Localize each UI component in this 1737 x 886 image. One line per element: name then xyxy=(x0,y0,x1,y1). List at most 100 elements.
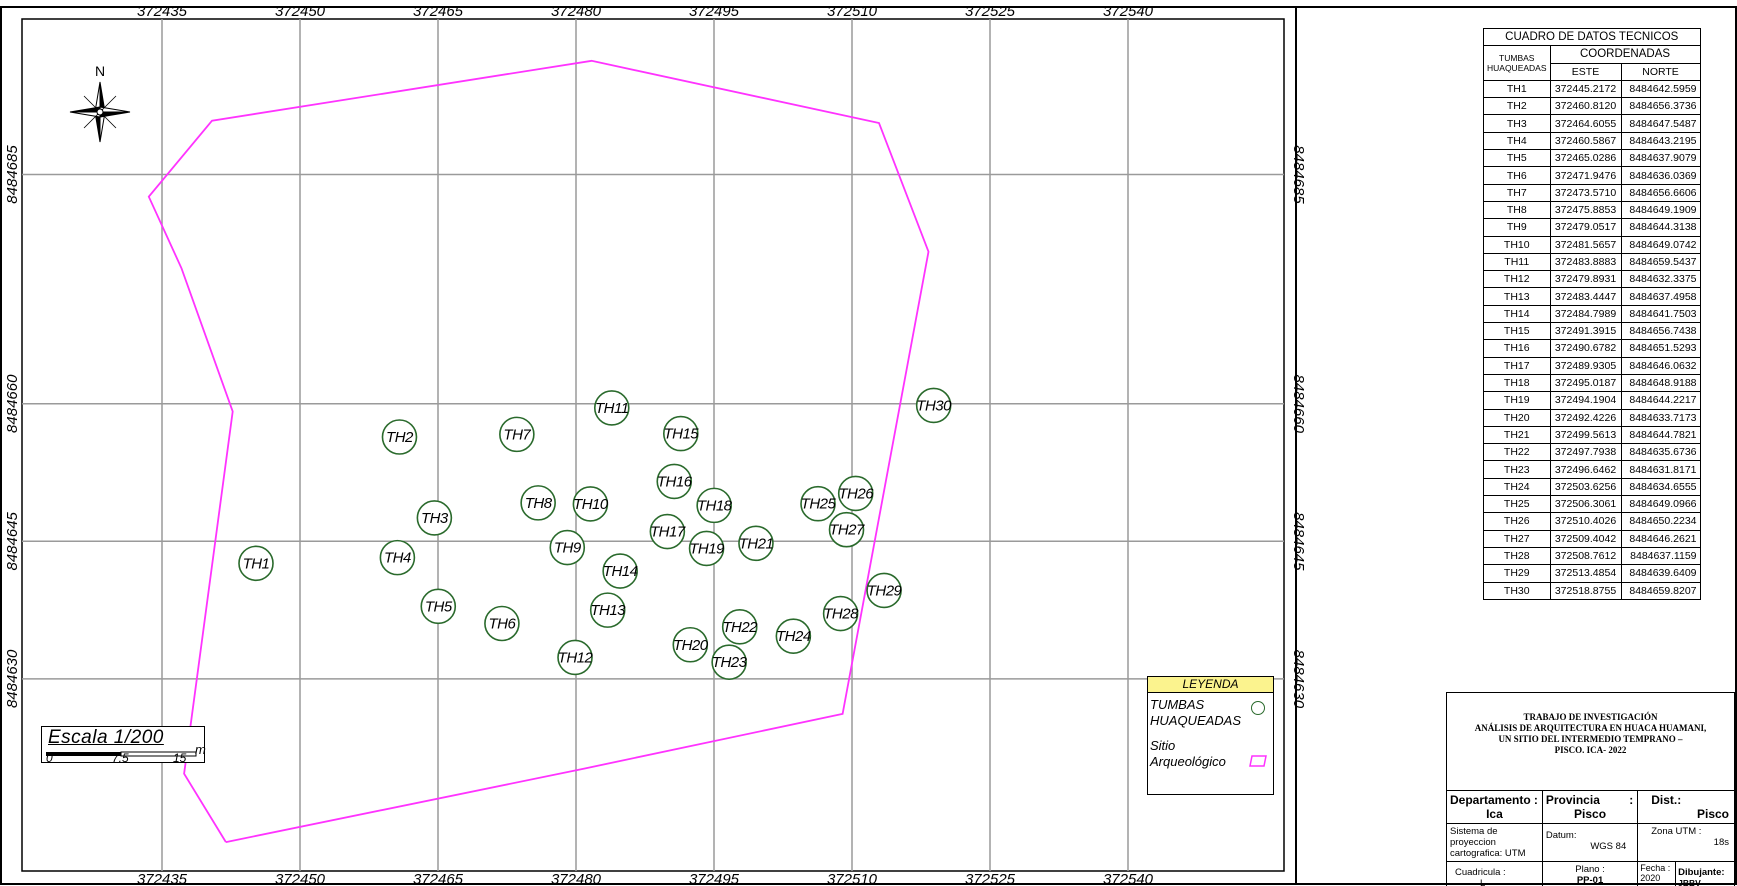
north-cell: 8484642.5959 xyxy=(1620,79,1701,99)
table-row: TH30 372518.8755 8484659.8207 xyxy=(1483,581,1701,600)
east-cell: 372490.6782 xyxy=(1549,339,1622,358)
tomb-marker[interactable]: TH30 xyxy=(915,387,953,424)
distrito-value: Pisco xyxy=(1696,807,1729,821)
tomb-circle-icon xyxy=(593,390,630,426)
tomb-marker[interactable]: TH3 xyxy=(416,500,453,536)
tomb-marker[interactable]: TH27 xyxy=(828,511,866,548)
table-row: TH26 372510.4026 8484650.2234 xyxy=(1483,512,1701,531)
tomb-marker[interactable]: TH4 xyxy=(379,539,416,576)
table-row: TH4 372460.5867 8484643.2195 xyxy=(1483,131,1701,151)
table-row: TH19 372494.1904 8484644.2217 xyxy=(1483,391,1701,410)
table-row: TH17 372489.9305 8484646.0632 xyxy=(1483,356,1701,375)
tomb-label: TH28 xyxy=(823,606,859,623)
tomb-label: TH23 xyxy=(712,654,748,671)
table-header-east: ESTE xyxy=(1549,62,1622,81)
north-cell: 8484632.3375 xyxy=(1620,270,1701,289)
y-tick-label-right: 8484630 xyxy=(1290,650,1307,709)
tomb-marker[interactable]: TH18 xyxy=(696,487,733,524)
tomb-marker[interactable]: TH11 xyxy=(593,390,630,426)
tomb-circle-icon xyxy=(379,539,416,576)
tomb-marker[interactable]: TH12 xyxy=(557,639,594,676)
north-cell: 8484649.0966 xyxy=(1620,495,1701,514)
x-tick-label-top: 372480 xyxy=(551,3,602,20)
table-row: TH24 372503.6256 8484634.6555 xyxy=(1483,477,1701,497)
tomb-marker[interactable]: TH10 xyxy=(572,486,609,522)
cell-plano: Plano : PP-01 xyxy=(1541,861,1639,886)
north-cell: 8484639.6409 xyxy=(1620,564,1701,583)
project-title-line2: ANÁLISIS DE ARQUITECTURA EN HUACA HUAMAN… xyxy=(1474,723,1707,733)
tomb-marker[interactable]: TH26 xyxy=(837,475,875,512)
x-tick-label-top: 372435 xyxy=(137,3,188,20)
north-cell: 8484649.0742 xyxy=(1620,235,1701,254)
north-cell: 8484646.2621 xyxy=(1620,529,1701,548)
tomb-circle-icon xyxy=(499,416,535,453)
tomb-label: TH21 xyxy=(739,535,774,552)
tomb-marker[interactable]: TH8 xyxy=(520,485,556,521)
tomb-marker[interactable]: TH1 xyxy=(238,545,274,582)
east-cell: 372483.4447 xyxy=(1549,287,1622,306)
departamento-value: Ica xyxy=(1486,807,1503,821)
table-header-coordinates: COORDENADAS xyxy=(1549,45,1701,64)
legend: LEYENDA TUMBAS HUAQUEADAS Sitio Arqueoló… xyxy=(1147,676,1274,795)
tomb-marker[interactable]: TH29 xyxy=(866,572,903,609)
dibujante-value: JBBV xyxy=(1678,878,1701,886)
scale-tick-0: 0 xyxy=(46,751,53,764)
x-tick-label-top: 372495 xyxy=(689,3,740,20)
north-cell: 8484659.5437 xyxy=(1620,252,1701,272)
tomb-marker[interactable]: TH23 xyxy=(711,644,748,680)
tomb-id-cell: TH19 xyxy=(1483,391,1551,410)
site-boundary-line xyxy=(147,59,930,843)
north-cell: 8484644.7821 xyxy=(1620,425,1701,445)
tomb-label: TH24 xyxy=(776,628,811,645)
tomb-label: TH29 xyxy=(867,582,903,599)
tomb-id-cell: TH14 xyxy=(1483,304,1551,324)
tomb-label: TH22 xyxy=(722,619,758,636)
tomb-marker[interactable]: TH19 xyxy=(688,530,726,567)
tomb-marker[interactable]: TH2 xyxy=(381,419,418,455)
tomb-label: TH18 xyxy=(697,497,733,514)
tomb-marker[interactable]: TH6 xyxy=(484,605,520,642)
x-tick-label-bottom: 372540 xyxy=(1103,871,1154,886)
tomb-marker[interactable]: TH21 xyxy=(738,525,774,562)
tomb-marker[interactable]: TH5 xyxy=(420,588,457,625)
north-cell: 8484643.2195 xyxy=(1620,131,1701,151)
tomb-marker[interactable]: TH9 xyxy=(549,529,586,566)
table-row: TH15 372491.3915 8484656.7438 xyxy=(1483,322,1701,341)
east-cell: 372479.8931 xyxy=(1549,270,1622,289)
site-boundary xyxy=(147,59,930,843)
north-cell: 8484656.6606 xyxy=(1620,183,1701,202)
tomb-marker[interactable]: TH25 xyxy=(800,485,837,522)
tomb-marker[interactable]: TH24 xyxy=(775,618,811,654)
tomb-circle-icon xyxy=(915,387,952,424)
tomb-id-cell: TH23 xyxy=(1483,460,1551,479)
table-row: TH11 372483.8883 8484659.5437 xyxy=(1483,252,1701,272)
y-tick-label-left: 8484660 xyxy=(4,374,21,433)
departamento-colon: : xyxy=(1533,793,1538,807)
tomb-marker[interactable]: TH20 xyxy=(672,626,709,663)
technical-data-table: CUADRO DE DATOS TECNICOS TUMBAS HUAQUEAD… xyxy=(1483,27,1701,600)
cell-provincia: Provincia : Pisco xyxy=(1541,790,1639,824)
legend-item-site: Sitio Arqueológico xyxy=(1148,738,1273,776)
distrito-label: Dist.: xyxy=(1651,793,1682,807)
tomb-id-cell: TH17 xyxy=(1483,356,1551,375)
tomb-marker[interactable]: TH17 xyxy=(649,513,686,550)
tomb-marker[interactable]: TH22 xyxy=(721,609,759,645)
tomb-label: TH7 xyxy=(503,426,531,443)
tomb-circle-icon xyxy=(711,644,747,680)
tomb-marker[interactable]: TH15 xyxy=(663,415,700,452)
tomb-label: TH5 xyxy=(425,598,453,615)
tomb-marker[interactable]: TH14 xyxy=(602,553,638,589)
sheet-border xyxy=(0,6,1737,885)
tomb-marker[interactable]: TH7 xyxy=(499,416,535,453)
east-cell: 372489.9305 xyxy=(1549,356,1622,375)
scale-tick-2: 15 xyxy=(173,751,187,764)
east-cell: 372509.4042 xyxy=(1549,529,1622,548)
tomb-marker[interactable]: TH13 xyxy=(589,592,627,628)
tomb-circle-icon xyxy=(649,513,686,550)
tomb-id-cell: TH15 xyxy=(1483,322,1551,341)
tomb-marker[interactable]: TH28 xyxy=(822,595,860,632)
y-tick-label-left: 8484685 xyxy=(4,145,21,204)
tomb-label: TH30 xyxy=(916,397,952,414)
table-row: TH23 372496.6462 8484631.8171 xyxy=(1483,460,1701,479)
tomb-marker[interactable]: TH16 xyxy=(656,463,693,500)
